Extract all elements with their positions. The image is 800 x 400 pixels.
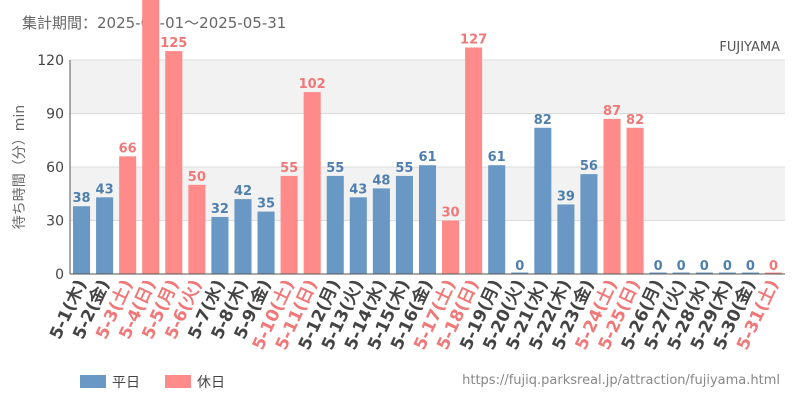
legend-swatch-weekday: [80, 375, 106, 388]
bar: [718, 272, 736, 274]
value-label: 0: [723, 259, 732, 274]
bar: [188, 184, 206, 274]
y-tick-label: 90: [46, 107, 64, 123]
bar: [511, 272, 529, 274]
bar: [580, 174, 598, 274]
bars: [72, 0, 783, 275]
value-label: 55: [326, 161, 344, 176]
source-url: https://fujiq.parksreal.jp/attraction/fu…: [462, 373, 780, 388]
bar: [326, 175, 344, 274]
y-tick-label: 30: [46, 214, 64, 230]
value-label: 127: [460, 33, 487, 48]
value-label: 55: [280, 161, 298, 176]
value-label: 38: [72, 191, 90, 206]
value-label: 32: [211, 202, 229, 217]
y-axis: 0 30 60 90 120: [37, 53, 64, 283]
bar: [280, 175, 298, 274]
value-label: 0: [515, 259, 524, 274]
legend-swatch-holiday: [165, 375, 191, 388]
legend: 平日 休日: [80, 375, 225, 391]
value-label: 0: [677, 259, 686, 274]
y-tick-label: 0: [55, 267, 64, 283]
value-label: 39: [557, 189, 575, 204]
bar: [395, 175, 413, 274]
value-label: 56: [580, 159, 598, 174]
value-label: 102: [299, 77, 326, 92]
bar: [165, 51, 183, 275]
bar: [257, 211, 275, 274]
value-label: 30: [442, 206, 460, 221]
bar: [418, 165, 437, 274]
x-axis: 5-1(木)5-2(金)5-3(土)5-4(日)5-5(月)5-6(火)5-7(…: [45, 276, 783, 353]
plot-band-upper: [70, 60, 785, 113]
bar: [372, 188, 390, 274]
bar: [303, 92, 321, 274]
bar: [672, 272, 690, 274]
value-label: 0: [700, 259, 709, 274]
bar: [741, 272, 759, 274]
bar: [534, 127, 552, 275]
value-label: 35: [257, 197, 275, 212]
bar: [465, 47, 483, 275]
bar: [695, 272, 713, 274]
bar: [119, 156, 137, 274]
value-label: 43: [349, 182, 367, 197]
bar: [626, 127, 644, 275]
value-label: 61: [488, 150, 506, 165]
bar: [211, 216, 229, 274]
value-labels: 38 43 66 125 50 32 42 35 55 102 55 43 48 55 61 30 127 61 0…: [72, 33, 778, 274]
legend-label-weekday: 平日: [112, 375, 140, 391]
value-label: 42: [234, 184, 252, 199]
bar: [649, 272, 667, 274]
value-label: 55: [395, 161, 413, 176]
bar: [488, 165, 506, 274]
bar: [349, 197, 367, 274]
value-label: 82: [534, 113, 552, 128]
value-label: 66: [119, 141, 137, 156]
bar: [96, 197, 114, 274]
value-label: 48: [372, 173, 390, 188]
bar: [442, 220, 460, 274]
value-label: 0: [654, 259, 663, 274]
bar: [603, 118, 621, 274]
value-label: 50: [188, 170, 206, 185]
value-label: 0: [746, 259, 755, 274]
bar: [234, 199, 252, 274]
bar: [72, 206, 91, 274]
y-axis-label: 待ち時間（分）min: [12, 105, 28, 229]
bar: [557, 204, 575, 274]
legend-label-holiday: 休日: [197, 375, 225, 391]
value-label: 43: [96, 182, 114, 197]
value-label: 0: [769, 259, 778, 274]
bar: [142, 0, 160, 274]
value-label: 61: [418, 150, 436, 165]
y-tick-label: 60: [46, 160, 64, 176]
value-label: 87: [603, 104, 621, 119]
y-tick-label: 120: [37, 53, 64, 69]
bar: [764, 272, 783, 274]
value-label: 125: [160, 36, 187, 51]
value-label: 82: [626, 113, 644, 128]
attraction-name: FUJIYAMA: [719, 40, 780, 55]
